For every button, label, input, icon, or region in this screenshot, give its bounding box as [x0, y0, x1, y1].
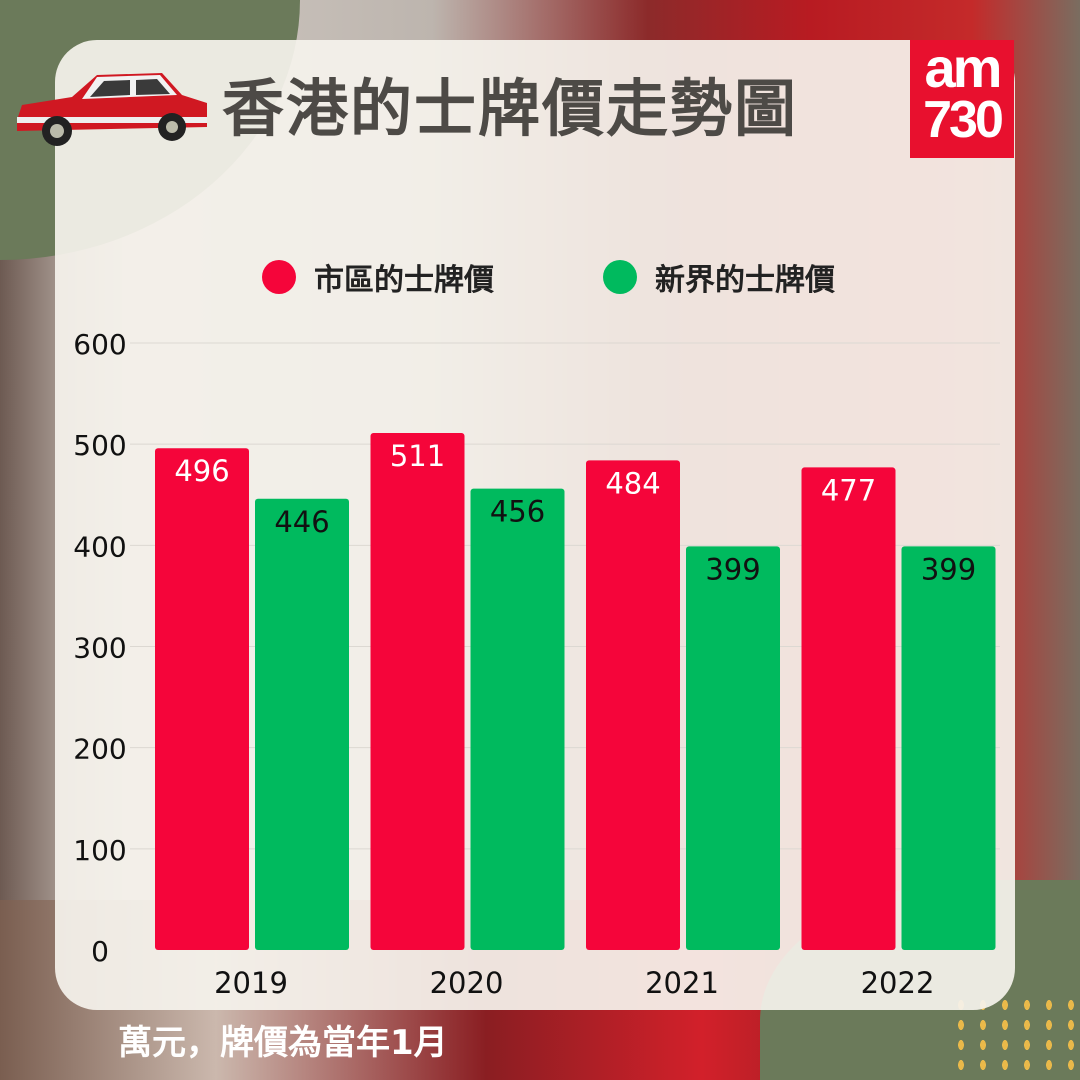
x-tick-label: 2022: [861, 966, 935, 1000]
y-tick-label: 500: [73, 429, 126, 462]
data-label: 399: [705, 552, 760, 586]
bar-urban-2020: [370, 433, 465, 950]
data-label: 484: [605, 466, 660, 500]
bar-urban-2022: [801, 467, 896, 950]
y-tick-label: 600: [73, 328, 126, 361]
data-label: 511: [390, 439, 445, 473]
bar-urban-2019: [155, 448, 249, 950]
data-label: 496: [174, 454, 229, 488]
bar-nt-2021: [686, 546, 780, 950]
y-tick-label: 400: [73, 530, 126, 563]
y-tick-label: 200: [73, 733, 126, 766]
x-tick-label: 2020: [430, 966, 504, 1000]
am730-logo: am 730: [910, 40, 1014, 158]
bar-nt-2022: [901, 546, 996, 950]
legend-item-nt: 新界的士牌價: [603, 255, 835, 299]
page-title: 香港的士牌價走勢圖: [222, 72, 799, 145]
legend-item-urban: 市區的士牌價: [262, 255, 494, 299]
y-tick-label: 0: [91, 935, 109, 968]
y-tick-label: 100: [73, 834, 126, 867]
chart-legend: 市區的士牌價 新界的士牌價: [0, 255, 1080, 305]
bar-urban-2021: [586, 460, 680, 950]
data-label: 456: [490, 495, 545, 529]
legend-label: 新界的士牌價: [655, 263, 835, 298]
taxi-icon: [17, 73, 207, 146]
y-tick-label: 300: [73, 632, 126, 665]
legend-swatch-green: [603, 260, 637, 294]
bar-nt-2019: [255, 498, 349, 950]
legend-swatch-red: [262, 260, 296, 294]
footnote: 萬元，牌價為當年1月: [118, 1023, 448, 1063]
x-tick-label: 2021: [645, 966, 719, 1000]
data-label: 477: [821, 473, 876, 507]
legend-label: 市區的士牌價: [314, 263, 494, 298]
data-label: 399: [921, 552, 976, 586]
x-tick-label: 2019: [214, 966, 288, 1000]
bar-nt-2020: [470, 488, 565, 950]
data-label: 446: [274, 505, 329, 539]
